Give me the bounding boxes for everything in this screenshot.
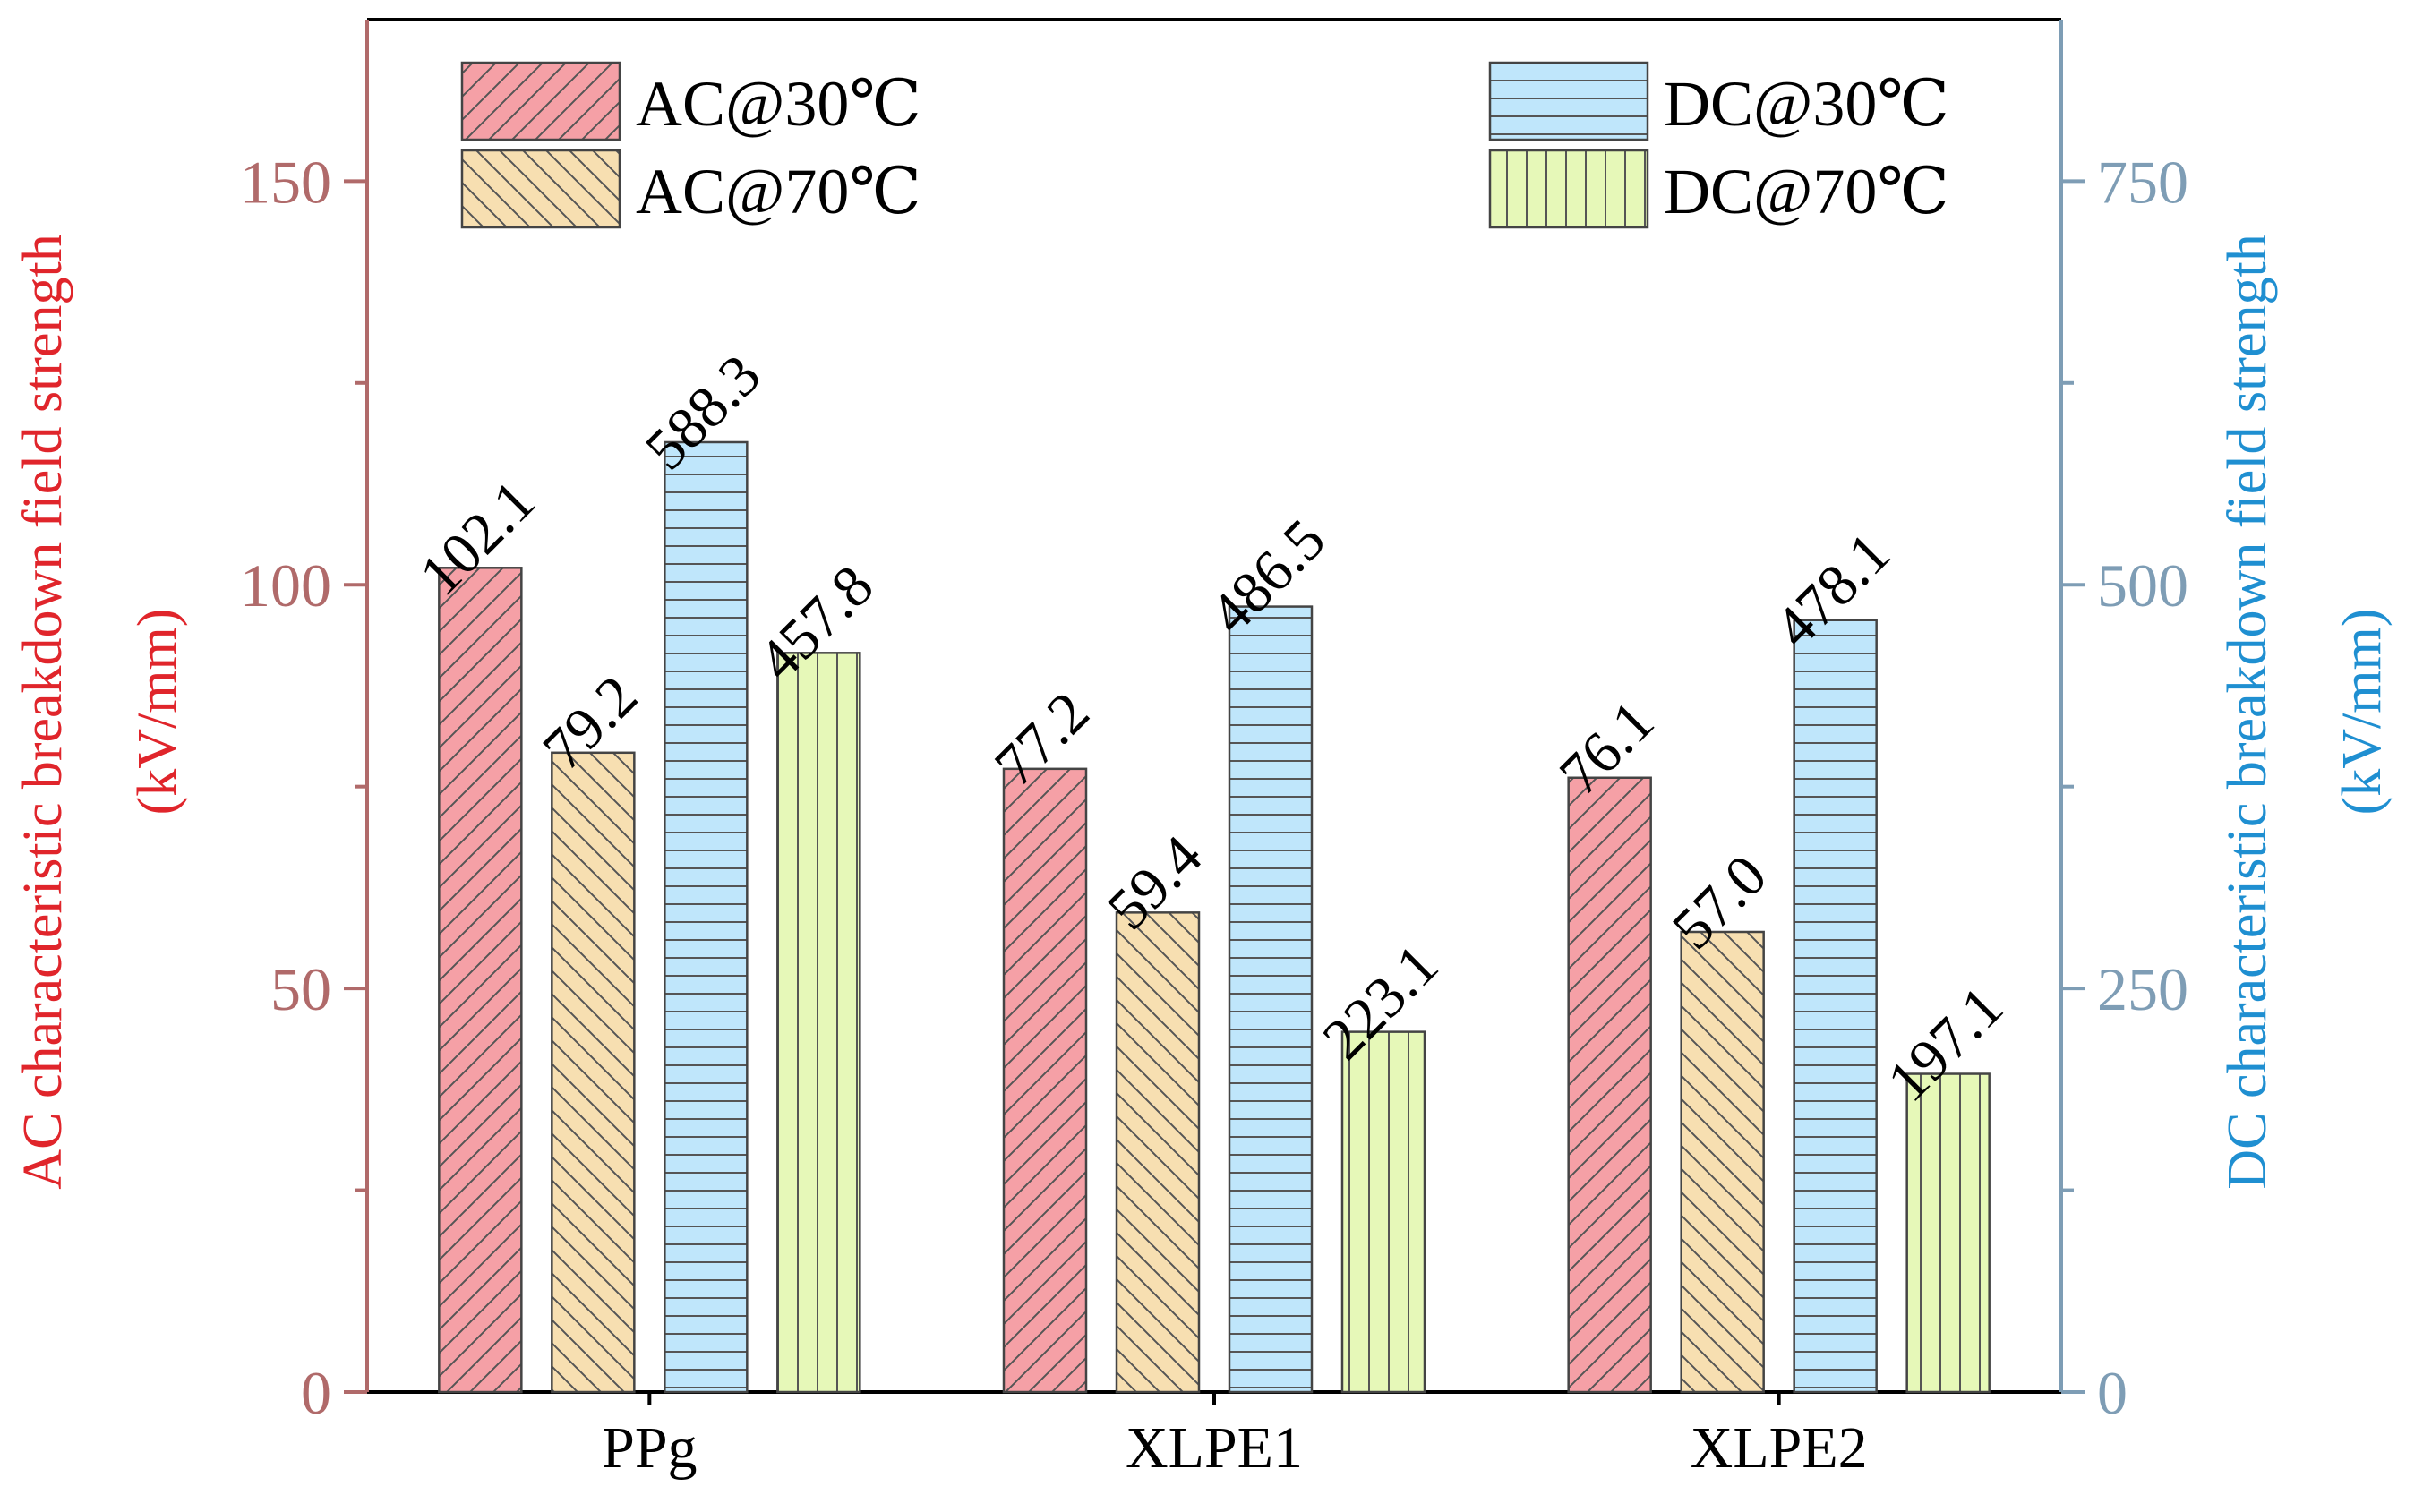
bars bbox=[438, 440, 1991, 1394]
bar bbox=[438, 567, 523, 1394]
legend-label: AC@70℃ bbox=[636, 156, 921, 227]
legend-swatch bbox=[460, 61, 621, 141]
x-axis-ticks: PPg XLPE1 XLPE2 bbox=[602, 1392, 1868, 1481]
bar bbox=[1340, 1030, 1426, 1394]
right-tick-label: 750 bbox=[2097, 148, 2188, 216]
legend-label: DC@30℃ bbox=[1664, 68, 1949, 140]
legend-label: DC@70℃ bbox=[1664, 156, 1949, 227]
legend-swatch bbox=[1488, 61, 1649, 141]
bar bbox=[776, 652, 861, 1394]
x-tick-label: XLPE1 bbox=[1126, 1415, 1303, 1481]
legend-swatch bbox=[460, 149, 621, 229]
left-axis-title: AC characteristic breakdown field streng… bbox=[13, 234, 73, 1189]
bar bbox=[1905, 1072, 1991, 1394]
bar bbox=[1228, 605, 1314, 1394]
bar bbox=[1680, 930, 1765, 1394]
legend: AC@30℃ AC@70℃ DC@30℃ DC@70℃ bbox=[460, 61, 1949, 229]
x-tick-label: PPg bbox=[602, 1415, 697, 1481]
bar bbox=[1793, 619, 1878, 1394]
right-tick-label: 500 bbox=[2097, 551, 2188, 619]
bar bbox=[1002, 767, 1088, 1394]
bar-value-labels: 102.179.2588.3457.877.259.4486.5223.176.… bbox=[407, 342, 2016, 1114]
right-axis-unit: (kV/mm) bbox=[2332, 609, 2393, 816]
bar bbox=[664, 440, 749, 1394]
left-tick-label: 50 bbox=[270, 955, 331, 1023]
right-axis-title: DC characteristic breakdown field streng… bbox=[2217, 234, 2278, 1189]
legend-swatch bbox=[1488, 149, 1649, 229]
bar bbox=[1567, 776, 1652, 1394]
bar bbox=[551, 751, 636, 1394]
bar bbox=[1115, 911, 1201, 1394]
left-tick-label: 0 bbox=[301, 1359, 331, 1427]
left-tick-label: 150 bbox=[240, 148, 331, 216]
x-tick-label: XLPE2 bbox=[1691, 1415, 1868, 1481]
right-tick-label: 0 bbox=[2097, 1359, 2128, 1427]
left-axis-ticks: 0 50 100 150 bbox=[240, 148, 367, 1427]
right-tick-label: 250 bbox=[2097, 955, 2188, 1023]
left-axis-unit: (kV/mm) bbox=[127, 609, 188, 816]
right-axis-ticks: 0 250 500 750 bbox=[2061, 148, 2188, 1427]
legend-label: AC@30℃ bbox=[636, 68, 921, 140]
left-tick-label: 100 bbox=[240, 551, 331, 619]
